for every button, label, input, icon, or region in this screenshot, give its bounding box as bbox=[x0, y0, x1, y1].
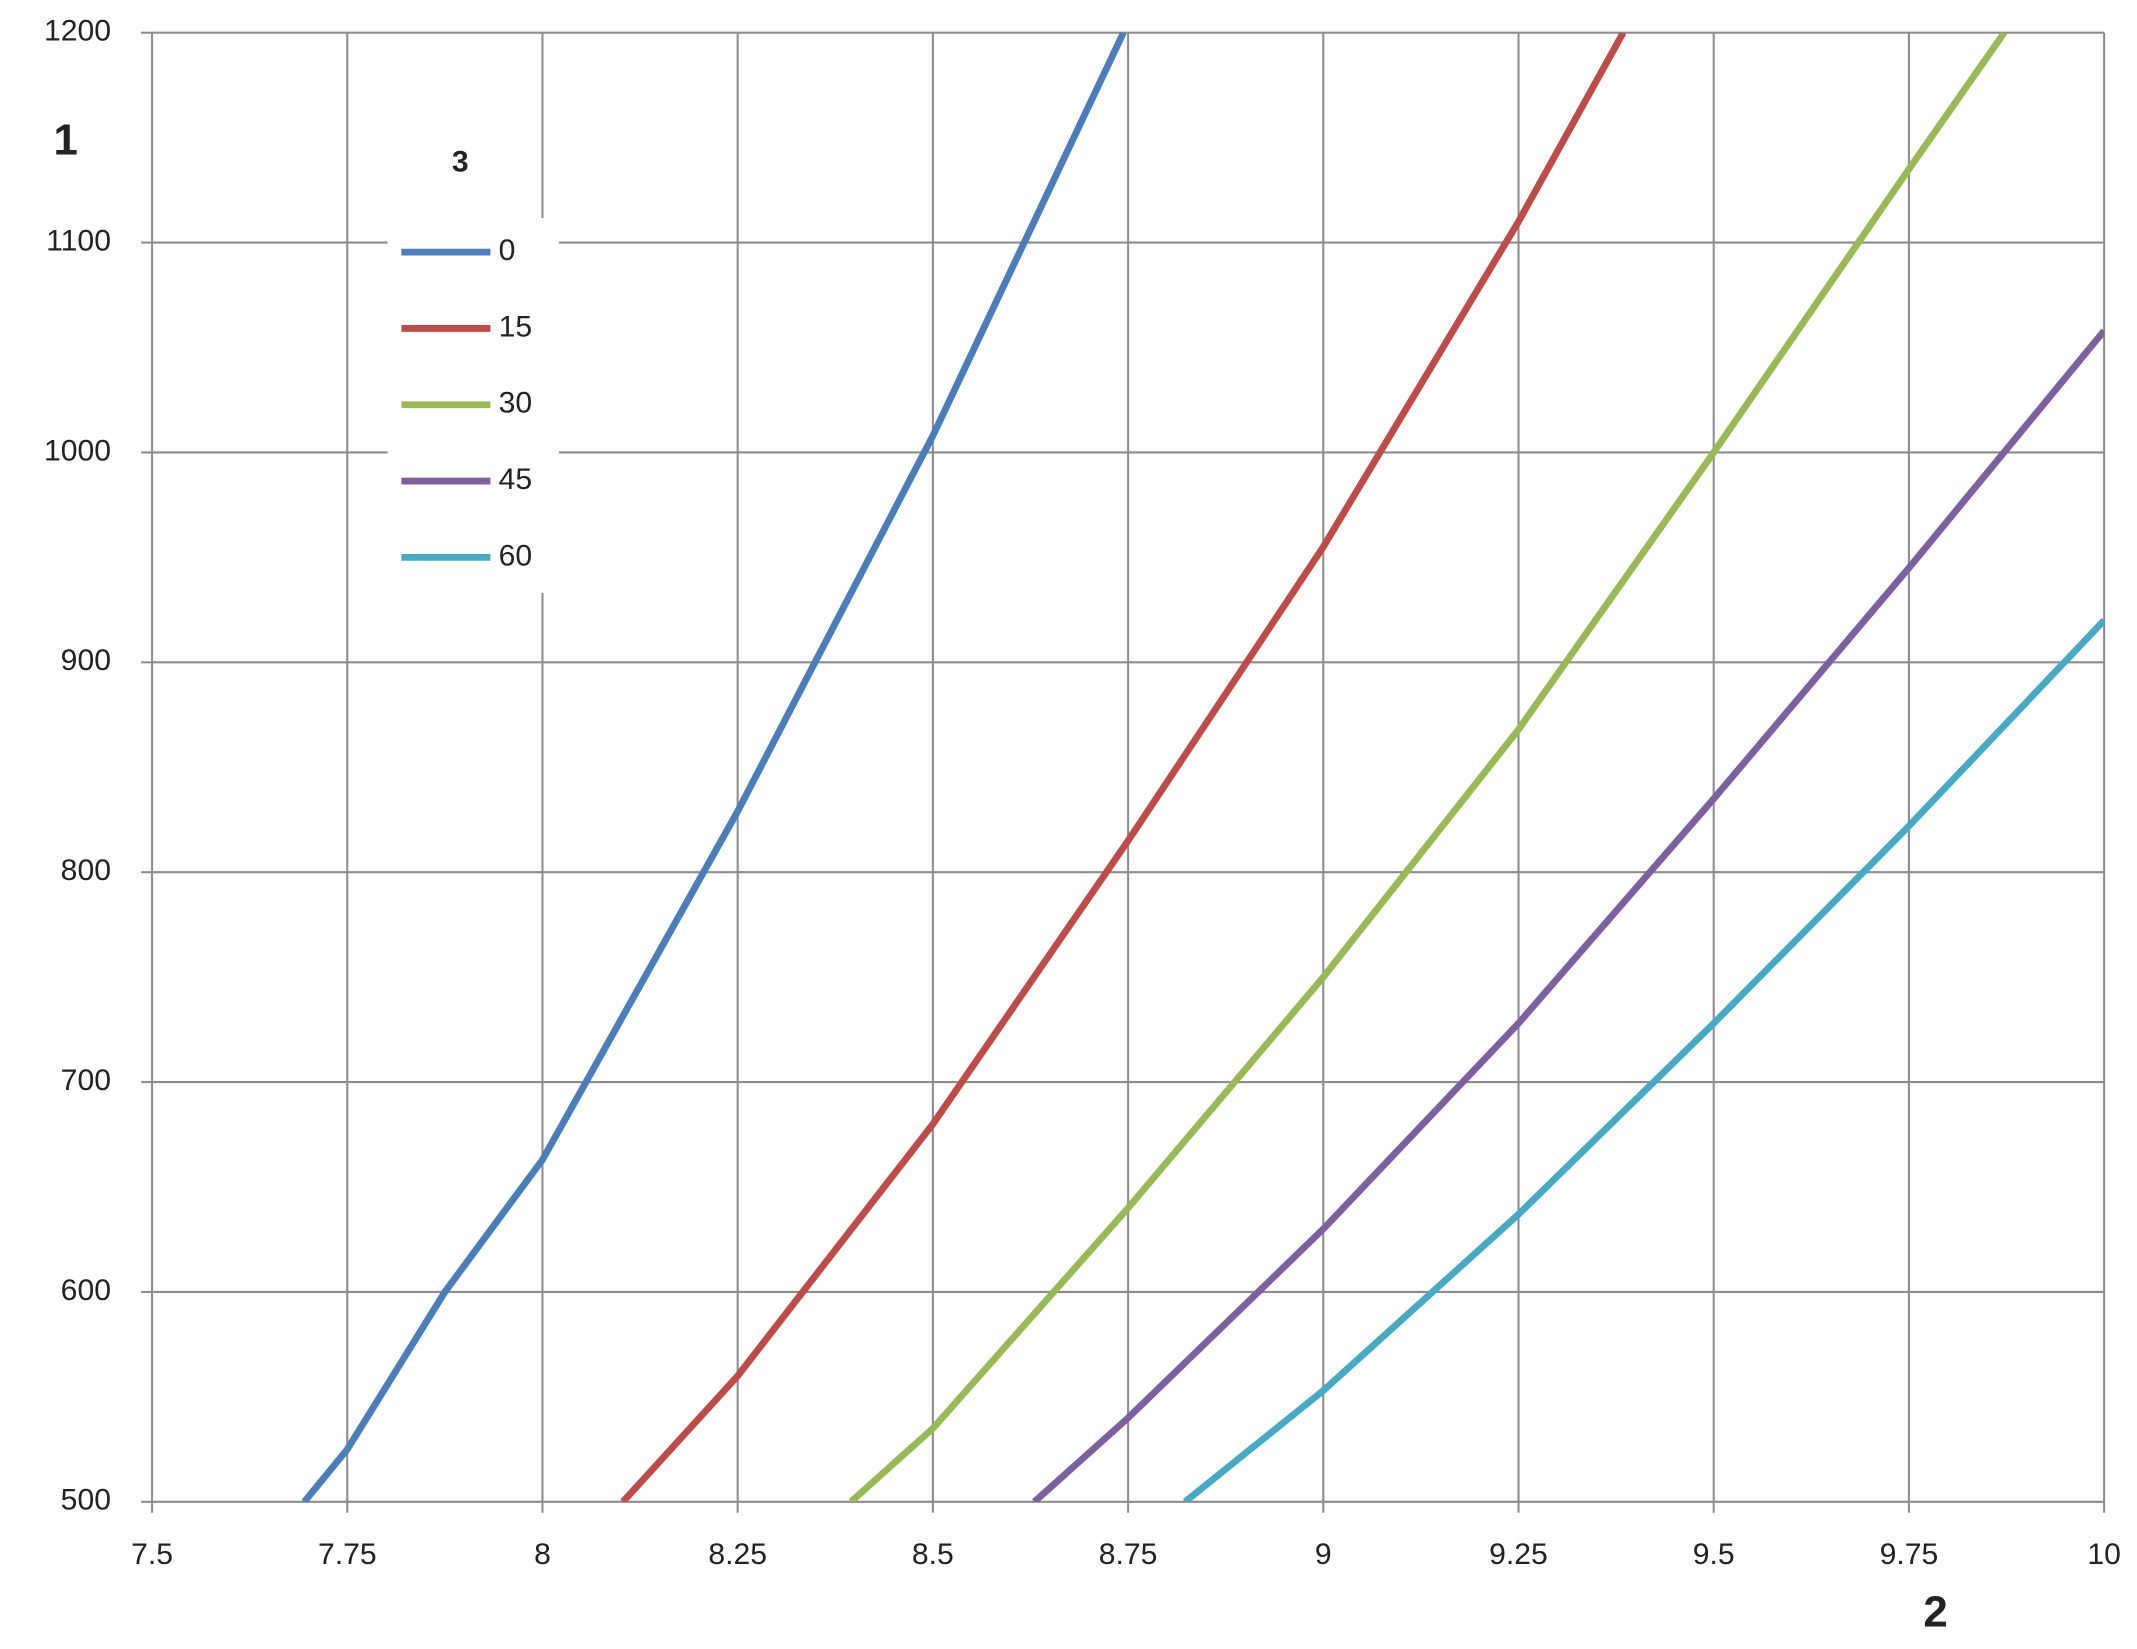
legend-label: 0 bbox=[499, 234, 516, 267]
legend-label: 60 bbox=[499, 539, 533, 572]
y-tick-label: 700 bbox=[61, 1064, 111, 1097]
y-tick-label: 1000 bbox=[44, 434, 111, 467]
series-line bbox=[1032, 328, 2105, 1502]
y-tick-label: 1100 bbox=[46, 225, 111, 258]
x-tick-label: 7.5 bbox=[131, 1538, 173, 1571]
x-tick-label: 9.25 bbox=[1489, 1538, 1548, 1571]
x-tick-label: 8.25 bbox=[708, 1538, 767, 1571]
y-tick-label: 600 bbox=[61, 1274, 111, 1307]
y-tick-label: 500 bbox=[61, 1484, 111, 1517]
x-tick-label: 9 bbox=[1315, 1538, 1332, 1571]
legend-label: 30 bbox=[499, 387, 533, 420]
y-tick-label: 1200 bbox=[44, 15, 111, 48]
series-line bbox=[1182, 618, 2105, 1502]
legend-title: 3 bbox=[452, 146, 469, 179]
x-tick-label: 7.75 bbox=[318, 1538, 377, 1571]
x-tick-label: 8.5 bbox=[912, 1538, 954, 1571]
y-axis-title: 1 bbox=[54, 116, 78, 165]
x-tick-label: 10 bbox=[2087, 1538, 2121, 1571]
x-tick-label: 8 bbox=[534, 1538, 551, 1571]
x-tick-label: 8.75 bbox=[1099, 1538, 1158, 1571]
series-line bbox=[620, 32, 1627, 1502]
y-tick-label: 900 bbox=[61, 644, 111, 677]
legend-label: 15 bbox=[499, 310, 533, 343]
x-tick-label: 9.75 bbox=[1880, 1538, 1939, 1571]
legend-label: 45 bbox=[499, 463, 533, 496]
series-line bbox=[301, 32, 1127, 1502]
series-line bbox=[848, 32, 2007, 1502]
x-tick-label: 9.5 bbox=[1693, 1538, 1735, 1571]
y-tick-label: 800 bbox=[61, 854, 111, 887]
x-axis-title: 2 bbox=[1923, 1588, 1947, 1637]
